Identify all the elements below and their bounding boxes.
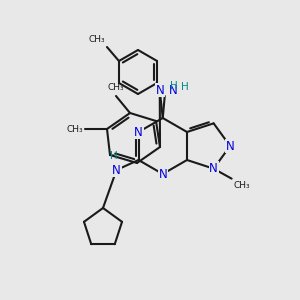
Text: N: N bbox=[209, 162, 218, 175]
Text: CH₃: CH₃ bbox=[66, 124, 83, 134]
Text: N: N bbox=[168, 85, 177, 98]
Text: CH₃: CH₃ bbox=[108, 83, 124, 92]
Text: CH₃: CH₃ bbox=[234, 181, 250, 190]
Text: N: N bbox=[155, 83, 164, 97]
Text: N: N bbox=[112, 164, 121, 176]
Text: N: N bbox=[134, 125, 143, 139]
Text: N: N bbox=[226, 140, 235, 152]
Text: H: H bbox=[110, 151, 117, 161]
Text: CH₃: CH₃ bbox=[88, 35, 105, 44]
Text: H: H bbox=[170, 81, 178, 91]
Text: N: N bbox=[158, 167, 167, 181]
Text: H: H bbox=[181, 82, 188, 92]
